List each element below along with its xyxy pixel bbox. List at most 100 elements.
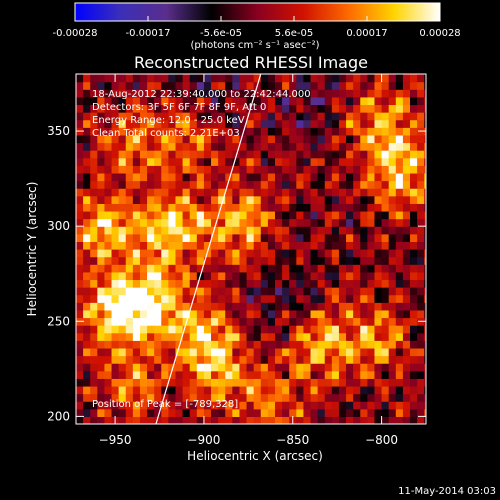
heatmap-cell bbox=[274, 408, 283, 417]
heatmap-cell bbox=[90, 279, 98, 288]
heatmap-cell bbox=[274, 302, 283, 311]
annotation-block: 18-Aug-2012 22:39:40.000 to 22:42:44.000… bbox=[92, 89, 311, 410]
heatmap-cell bbox=[147, 363, 155, 372]
heatmap-cell bbox=[175, 188, 184, 197]
heatmap-cell bbox=[353, 188, 361, 197]
heatmap-cell bbox=[360, 165, 368, 174]
heatmap-cell bbox=[211, 172, 219, 182]
heatmap-cell bbox=[303, 340, 312, 349]
heatmap-cell bbox=[118, 249, 127, 258]
heatmap-cell bbox=[196, 218, 205, 227]
heatmap-cell bbox=[360, 347, 368, 357]
heatmap-cell bbox=[282, 195, 290, 204]
heatmap-cell bbox=[196, 340, 205, 349]
heatmap-cell bbox=[168, 157, 177, 166]
heatmap-cell bbox=[360, 112, 368, 121]
heatmap-cell bbox=[424, 416, 426, 424]
heatmap-cell bbox=[367, 142, 376, 151]
heatmap-cell bbox=[274, 119, 283, 128]
heatmap-cell bbox=[303, 294, 312, 303]
heatmap-cell bbox=[111, 81, 120, 90]
heatmap-cell bbox=[90, 127, 98, 136]
heatmap-cell bbox=[317, 180, 326, 189]
heatmap-cell bbox=[211, 226, 219, 235]
heatmap-cell bbox=[324, 74, 333, 83]
heatmap-cell bbox=[154, 287, 162, 296]
heatmap-cell bbox=[147, 74, 155, 83]
heatmap-cell bbox=[154, 317, 162, 326]
heatmap-cell bbox=[417, 309, 425, 319]
heatmap-cell bbox=[132, 89, 141, 98]
heatmap-cell bbox=[381, 203, 390, 212]
heatmap-cell bbox=[388, 172, 397, 182]
colorbar: -0.00028 -0.00017 -5.6e-05 5.6e-05 0.00017 0.… bbox=[53, 2, 461, 51]
heatmap-cell bbox=[353, 302, 361, 311]
heatmap-cell bbox=[374, 218, 383, 227]
heatmap-cell bbox=[203, 104, 212, 113]
heatmap-cell bbox=[175, 401, 184, 410]
heatmap-cell bbox=[274, 203, 283, 212]
heatmap-cell bbox=[104, 416, 113, 424]
heatmap-cell bbox=[381, 249, 390, 258]
heatmap-cell bbox=[310, 127, 319, 136]
heatmap-cell bbox=[211, 332, 219, 341]
heatmap-cell bbox=[203, 264, 212, 273]
heatmap-cell bbox=[402, 165, 411, 174]
heatmap-cell bbox=[104, 249, 113, 258]
heatmap-cell bbox=[402, 271, 411, 281]
heatmap-cell bbox=[353, 165, 361, 174]
heatmap-cell bbox=[203, 363, 212, 372]
heatmap-cell bbox=[239, 332, 248, 341]
heatmap-cell bbox=[246, 393, 255, 402]
heatmap-cell bbox=[289, 256, 297, 265]
heatmap-cell bbox=[83, 401, 91, 410]
heatmap-cell bbox=[225, 127, 233, 136]
heatmap-cell bbox=[410, 393, 418, 402]
heatmap-cell bbox=[402, 385, 411, 395]
heatmap-cell bbox=[203, 134, 212, 144]
heatmap-cell bbox=[154, 408, 162, 417]
y-tick-label: 350 bbox=[47, 124, 70, 138]
heatmap-cell bbox=[132, 195, 141, 204]
heatmap-cell bbox=[338, 134, 347, 144]
heatmap-cell bbox=[182, 378, 191, 387]
heatmap-cell bbox=[267, 393, 276, 402]
heatmap-cell bbox=[331, 355, 340, 364]
heatmap-cell bbox=[274, 142, 283, 151]
heatmap-cell bbox=[154, 74, 162, 83]
heatmap-cell bbox=[331, 378, 340, 387]
heatmap-cell bbox=[417, 408, 425, 417]
heatmap-cell bbox=[267, 157, 276, 166]
heatmap-cell bbox=[125, 332, 134, 341]
heatmap-cell bbox=[111, 249, 120, 258]
heatmap-cell bbox=[260, 401, 269, 410]
heatmap-cell bbox=[296, 89, 305, 98]
heatmap-cell bbox=[388, 218, 397, 227]
heatmap-cell bbox=[374, 416, 383, 424]
heatmap-cell bbox=[246, 89, 255, 98]
heatmap-cell bbox=[324, 112, 333, 121]
heatmap-cell bbox=[395, 74, 404, 83]
heatmap-cell bbox=[168, 256, 177, 265]
heatmap-cell bbox=[360, 370, 368, 379]
heatmap-cell bbox=[97, 264, 106, 273]
heatmap-cell bbox=[338, 172, 347, 182]
heatmap-cell bbox=[267, 203, 276, 212]
heatmap-cell bbox=[253, 119, 262, 128]
heatmap-cell bbox=[97, 332, 106, 341]
heatmap-cell bbox=[374, 279, 383, 288]
heatmap-cell bbox=[360, 150, 368, 159]
heatmap-cell bbox=[239, 385, 248, 395]
heatmap-cell bbox=[147, 81, 155, 90]
heatmap-cell bbox=[211, 401, 219, 410]
heatmap-cell bbox=[282, 226, 290, 235]
heatmap-cell bbox=[324, 279, 333, 288]
heatmap-cell bbox=[104, 347, 113, 357]
heatmap-cell bbox=[274, 249, 283, 258]
heatmap-cell bbox=[360, 416, 368, 424]
heatmap-cell bbox=[388, 226, 397, 235]
heatmap-cell bbox=[303, 256, 312, 265]
heatmap-cell bbox=[260, 210, 269, 220]
heatmap-cell bbox=[189, 309, 198, 319]
heatmap-cell bbox=[246, 188, 255, 197]
